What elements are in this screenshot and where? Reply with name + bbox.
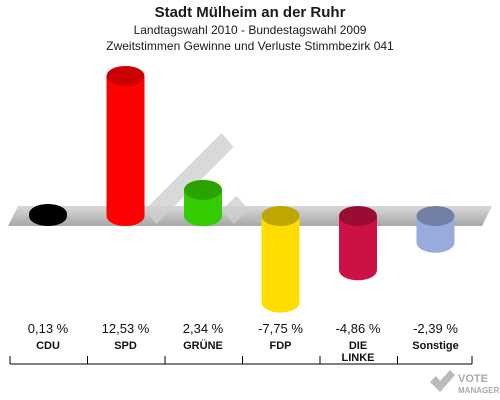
value-label: 12,53 %	[102, 321, 150, 336]
value-labels: 0,13 % 12,53 % 2,34 % -7,75 % -4,86 % -2,39 %	[28, 321, 459, 336]
chart-title: Stadt Mülheim an der Ruhr	[154, 4, 346, 21]
category-label: CDU	[36, 340, 60, 352]
bars	[29, 66, 455, 313]
category-label: LINKE	[342, 352, 375, 364]
bar-2	[184, 179, 222, 226]
category-label: FDP	[270, 340, 292, 352]
bar-body	[184, 189, 222, 226]
bar-body	[339, 216, 377, 281]
bar-body	[416, 216, 455, 253]
category-label: Sonstige	[412, 340, 458, 352]
value-label: -2,39 %	[413, 321, 458, 336]
bar-3	[261, 206, 300, 313]
category-label: SPD	[114, 340, 137, 352]
bar-body	[106, 76, 145, 226]
bar-top	[184, 179, 222, 200]
bar-1	[106, 66, 145, 226]
value-label: 2,34 %	[183, 321, 224, 336]
value-label: 0,13 %	[28, 321, 69, 336]
watermark-vote: VOTE	[458, 373, 488, 385]
bar-top	[339, 206, 377, 226]
bar-shadow	[144, 133, 234, 224]
bar-top	[261, 206, 300, 226]
watermark-manager: MANAGER	[458, 386, 500, 395]
bar-top	[29, 204, 67, 224]
chart-subtitle-district: Zweitstimmen Gewinne und Verluste Stimmb…	[106, 39, 394, 53]
checkmark-icon	[430, 370, 455, 392]
value-label: -4,86 %	[336, 321, 381, 336]
bar-top	[106, 66, 145, 86]
bar-0	[29, 204, 67, 226]
bar-4	[339, 206, 377, 281]
vote-manager-logo: VOTE MANAGER	[430, 370, 500, 395]
category-label: GRÜNE	[183, 339, 223, 352]
bar-5	[416, 206, 455, 253]
bar-body	[261, 216, 300, 313]
bar-top	[416, 206, 455, 226]
category-label: DIE	[349, 340, 367, 352]
value-label: -7,75 %	[258, 321, 303, 336]
bar-shadows	[144, 133, 249, 224]
bar-shadow	[222, 195, 249, 224]
chart-subtitle-election: Landtagswahl 2010 - Bundestagswahl 2009	[133, 23, 367, 37]
